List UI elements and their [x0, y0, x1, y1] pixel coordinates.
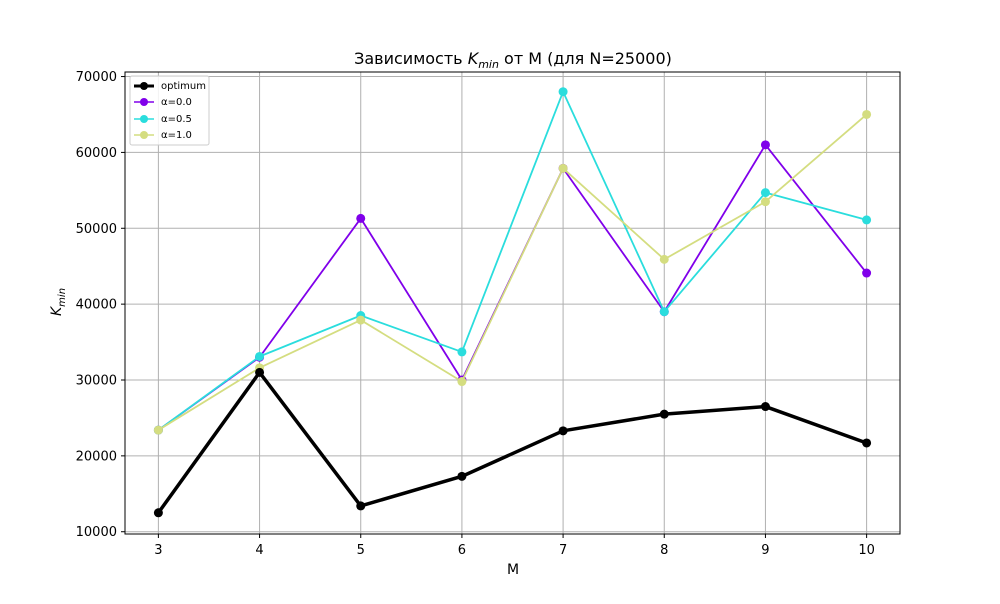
y-tick-label: 10000 [76, 525, 117, 540]
data-point [356, 501, 366, 511]
x-tick-label: 6 [458, 543, 466, 558]
data-point [255, 367, 265, 377]
legend-swatch-marker [140, 115, 148, 123]
legend-entry-alpha-1.0: α=1.0 [134, 130, 192, 141]
legend-swatch-marker [140, 82, 148, 90]
grid-lines [125, 72, 900, 534]
data-point [457, 377, 467, 387]
x-tick-label: 9 [761, 543, 769, 558]
legend-box [129, 75, 210, 146]
series-line [157, 90, 867, 431]
data-point [862, 268, 872, 278]
data-point [760, 197, 770, 207]
legend-swatch-marker [140, 131, 148, 139]
axes: 3 4 5 6 7 8 9 10 10000 20000 30000 40000 50000 60000 7… [76, 70, 901, 558]
y-axis-label: Kmin [49, 288, 68, 316]
data-point [457, 347, 467, 357]
series-optimum [153, 367, 872, 518]
series-line [156, 370, 868, 514]
legend-label: α=0.5 [161, 114, 192, 125]
data-point [153, 508, 163, 518]
legend-label: α=1.0 [161, 130, 192, 141]
data-point [356, 315, 366, 325]
legend-label: optimum [161, 81, 206, 92]
data-point [153, 425, 163, 435]
y-tick-label: 60000 [76, 146, 117, 161]
y-tick-label: 50000 [76, 222, 117, 237]
data-point [457, 471, 467, 481]
y-tick-label: 70000 [76, 70, 117, 85]
data-point [356, 213, 366, 223]
data-point [255, 351, 265, 361]
data-point [558, 163, 568, 173]
legend: optimum α=0.0 α=0.5 α=1.0 [129, 75, 210, 146]
x-tick-label: 10 [858, 543, 875, 558]
x-tick-label: 5 [357, 543, 365, 558]
data-point [760, 140, 770, 150]
legend-entry-alpha-0.0: α=0.0 [134, 97, 192, 108]
data-point [659, 254, 669, 264]
plot-frame [124, 71, 901, 535]
data-point [862, 109, 872, 119]
chart-title: Зависимость Kmin от M (для N=25000) [354, 49, 672, 71]
legend-label: α=0.0 [161, 97, 192, 108]
y-tick-label: 30000 [76, 374, 117, 389]
x-tick-label: 8 [660, 543, 668, 558]
x-tick-label: 7 [559, 543, 567, 558]
legend-entry-optimum: optimum [134, 81, 206, 92]
x-axis-label: M [507, 562, 519, 578]
series-α=1.0 [153, 109, 872, 435]
x-tick-label: 3 [154, 543, 162, 558]
data-point [760, 402, 770, 412]
data-point [760, 188, 770, 198]
legend-swatch-marker [140, 98, 148, 106]
data-point [659, 409, 669, 419]
data-point [862, 215, 872, 225]
data-point [862, 438, 872, 448]
data-point [659, 307, 669, 317]
series-line [157, 113, 868, 431]
data-point [558, 426, 568, 436]
data-point [558, 87, 568, 97]
x-tick-label: 4 [255, 543, 263, 558]
y-tick-label: 20000 [76, 449, 117, 464]
legend-entry-alpha-0.5: α=0.5 [134, 114, 192, 125]
y-tick-label: 40000 [76, 298, 117, 313]
series-layer [153, 87, 872, 518]
